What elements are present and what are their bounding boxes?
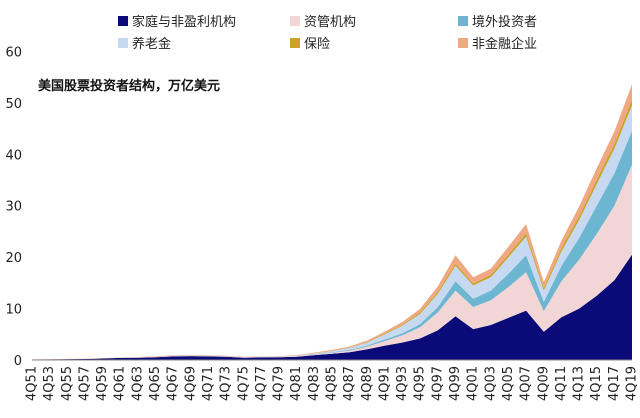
y-tick-label: 50 [5,97,22,112]
x-tick-label: 4Q71 [201,366,216,401]
y-tick-label: 30 [5,200,22,215]
x-tick-label: 4Q85 [325,366,340,401]
legend-swatch-0 [118,16,128,26]
legend-swatch-4 [290,38,300,48]
y-tick-label: 20 [5,251,22,266]
x-tick-label: 4Q83 [307,366,322,401]
x-tick-label: 4Q53 [42,366,57,401]
x-tick-label: 4Q19 [625,366,640,401]
chart-title: 美国股票投资者结构，万亿美元 [38,78,220,94]
legend-swatch-1 [290,16,300,26]
legend-label-1: 资管机构 [304,15,356,30]
x-tick-label: 4Q73 [219,366,234,401]
x-tick-label: 4Q93 [395,366,410,401]
area-series-1 [32,164,632,360]
x-tick-label: 4Q05 [501,366,516,401]
x-tick-label: 4Q87 [342,366,357,401]
legend-label-2: 境外投资者 [472,14,537,30]
legend-label-5: 非金融企业 [472,36,537,52]
x-tick-label: 4Q69 [183,366,198,401]
legend-swatch-5 [458,38,468,48]
legend-label-4: 保险 [304,37,330,52]
x-tick-label: 4Q61 [113,366,128,401]
x-tick-label: 4Q95 [413,366,428,401]
legend-swatch-2 [458,16,468,26]
x-tick-label: 4Q63 [130,366,145,401]
x-tick-label: 4Q07 [519,366,534,401]
legend-label-0: 家庭与非盈利机构 [132,14,236,30]
area-series-2 [32,131,632,360]
x-tick-label: 4Q17 [607,366,622,401]
x-tick-label: 4Q51 [25,366,40,401]
area-series-0 [32,254,632,360]
x-tick-label: 4Q67 [166,366,181,401]
legend-swatch-3 [118,38,128,48]
y-tick-labels: 0 10 20 30 40 50 60 [5,45,22,369]
x-tick-label: 4Q97 [430,366,445,401]
y-tick-label: 60 [5,45,22,60]
x-tick-label: 4Q03 [483,366,498,401]
y-tick-label: 10 [5,303,22,318]
x-tick-label: 4Q77 [254,366,269,401]
x-tick-label: 4Q89 [360,366,375,401]
y-tick-label: 40 [5,148,22,163]
x-tick-label: 4Q55 [60,366,75,401]
x-tick-label: 4Q11 [554,366,569,401]
x-tick-label: 4Q09 [536,366,551,401]
x-tick-label: 4Q15 [589,366,604,401]
y-tick-label: 0 [14,354,22,369]
x-tick-label: 4Q81 [289,366,304,401]
x-tick-label: 4Q75 [236,366,251,401]
x-tick-labels: 4Q51 4Q53 4Q55 4Q57 4Q59 4Q61 4Q63 4Q65 4Q67 4Q69… [25,366,640,401]
x-tick-label: 4Q91 [377,366,392,401]
x-tick-label: 4Q59 [95,366,110,401]
area-series-group [32,84,632,360]
x-tick-label: 4Q13 [572,366,587,401]
x-tick-label: 4Q79 [272,366,287,401]
x-tick-label: 4Q99 [448,366,463,401]
x-tick-label: 4Q01 [466,366,481,401]
x-tick-label: 4Q65 [148,366,163,401]
x-tick-label: 4Q57 [77,366,92,401]
legend-label-3: 养老金 [132,36,171,52]
